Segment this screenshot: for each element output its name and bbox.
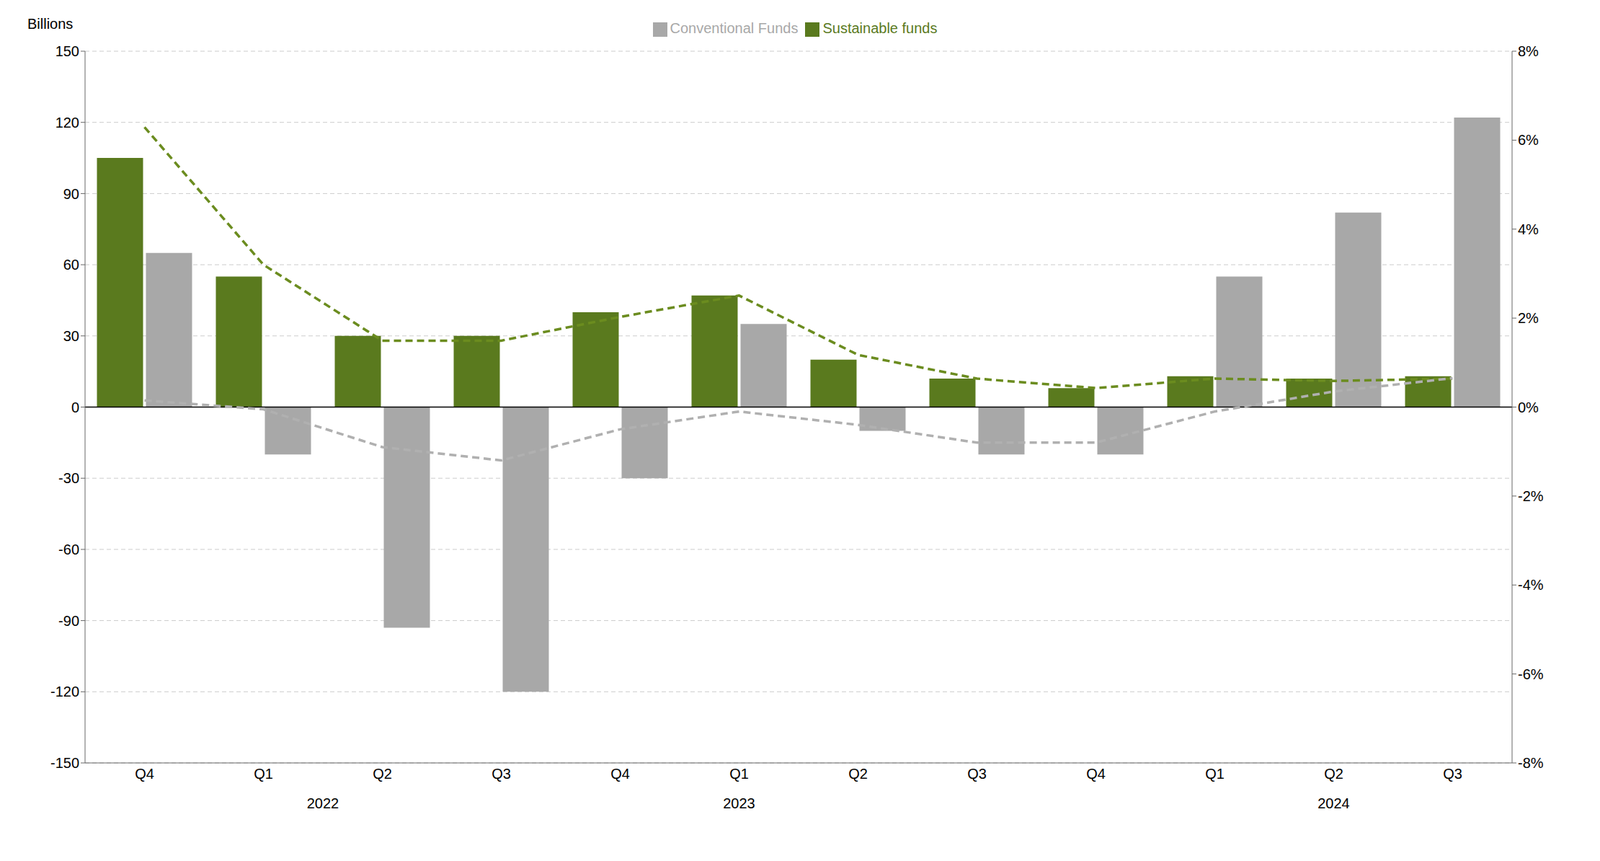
svg-text:-150: -150 <box>50 754 80 771</box>
svg-text:-90: -90 <box>58 612 80 629</box>
svg-text:0: 0 <box>71 399 80 416</box>
svg-text:Q4: Q4 <box>134 765 155 782</box>
html-text:Sustainable funds: Sustainable funds <box>822 20 938 37</box>
svg-text:-30: -30 <box>58 469 80 486</box>
html-text:2024: 2024 <box>1317 794 1350 811</box>
html-text:Conventional Funds: Conventional Funds <box>669 20 799 37</box>
svg-text:Q3: Q3 <box>491 765 511 782</box>
svg-text:Q2: Q2 <box>1323 765 1344 782</box>
svg-text:2%: 2% <box>1517 309 1539 326</box>
svg-text:Q4: Q4 <box>1086 765 1106 782</box>
svg-text:Q1: Q1 <box>729 765 749 782</box>
svg-text:-8%: -8% <box>1517 754 1544 771</box>
svg-text:Q4: Q4 <box>610 765 630 782</box>
html-text:2022: 2022 <box>306 794 339 811</box>
svg-text:-4%: -4% <box>1517 576 1544 593</box>
svg-text:Q1: Q1 <box>1205 765 1225 782</box>
svg-text:Q2: Q2 <box>848 765 868 782</box>
svg-text:Q2: Q2 <box>372 765 393 782</box>
svg-text:60: 60 <box>63 256 80 273</box>
html-text:Billions: Billions <box>27 15 74 32</box>
svg-text:-120: -120 <box>50 683 80 700</box>
svg-text:30: 30 <box>63 327 80 344</box>
svg-text:4%: 4% <box>1517 221 1539 238</box>
svg-text:8%: 8% <box>1517 43 1539 60</box>
svg-text:Q3: Q3 <box>967 765 987 782</box>
svg-text:-6%: -6% <box>1517 665 1544 682</box>
svg-text:6%: 6% <box>1517 131 1539 148</box>
svg-text:Q1: Q1 <box>253 765 274 782</box>
svg-text:150: 150 <box>55 43 80 60</box>
svg-text:-60: -60 <box>58 541 80 558</box>
svg-text:-2%: -2% <box>1517 487 1544 504</box>
svg-text:Q3: Q3 <box>1442 765 1463 782</box>
html-text:2023: 2023 <box>723 794 756 811</box>
svg-text:120: 120 <box>55 114 80 131</box>
svg-text:0%: 0% <box>1517 399 1539 416</box>
svg-text:90: 90 <box>63 185 80 202</box>
